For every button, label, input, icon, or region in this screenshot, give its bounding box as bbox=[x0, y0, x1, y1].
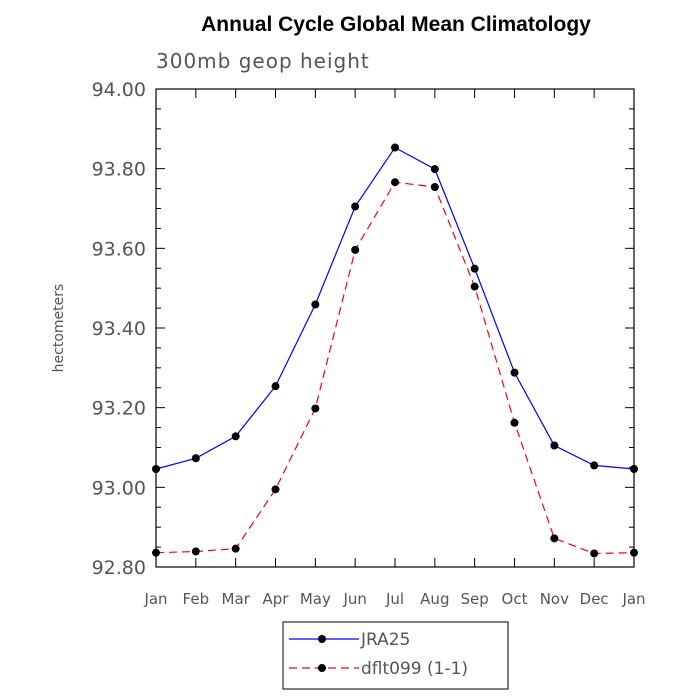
legend: JRA25 dflt099 (1-1) bbox=[282, 621, 509, 690]
data-point bbox=[391, 178, 399, 187]
axes: 92.80 93.00 93.20 93.40 93.60 93.80 94.00 Jan Fe… bbox=[92, 79, 646, 608]
y-tick-label: 93.80 bbox=[92, 159, 146, 181]
data-point bbox=[152, 465, 160, 474]
data-point bbox=[630, 548, 638, 557]
legend-label: dflt099 (1-1) bbox=[361, 659, 468, 679]
y-tick-label: 93.00 bbox=[92, 477, 146, 499]
x-tick-label: Feb bbox=[183, 590, 210, 608]
data-point bbox=[271, 485, 280, 494]
series-line-0 bbox=[155, 146, 635, 470]
y-tick-label: 93.20 bbox=[92, 398, 146, 420]
data-point bbox=[590, 461, 599, 470]
chart-subtitle: 300mb geop height bbox=[156, 49, 370, 73]
data-point bbox=[311, 404, 320, 413]
plot-frame bbox=[155, 88, 635, 568]
legend-box bbox=[282, 621, 509, 690]
data-point bbox=[191, 547, 200, 556]
x-tick-label: May bbox=[300, 590, 331, 608]
data-point bbox=[391, 143, 399, 152]
data-point bbox=[470, 264, 479, 273]
x-tick-label: Jan bbox=[621, 590, 645, 608]
data-point bbox=[550, 534, 559, 543]
data-point bbox=[630, 465, 638, 474]
y-tick-label: 92.80 bbox=[92, 557, 146, 579]
y-tick-label: 93.60 bbox=[92, 238, 146, 260]
x-tick-label: Oct bbox=[502, 590, 528, 608]
y-axis-label: hectometers bbox=[51, 284, 67, 373]
x-tick-label: Dec bbox=[580, 590, 609, 608]
y-tick-label: 93.40 bbox=[92, 318, 146, 340]
x-tick-label: Nov bbox=[540, 590, 569, 608]
x-tick-label: Jun bbox=[342, 590, 366, 608]
series-layer bbox=[152, 143, 638, 558]
data-point bbox=[430, 182, 439, 191]
data-point bbox=[191, 454, 200, 463]
x-tick-label: Aug bbox=[420, 590, 449, 608]
series-line-1 bbox=[155, 181, 635, 555]
data-point bbox=[351, 202, 360, 211]
x-tick-label: Jan bbox=[143, 590, 167, 608]
y-tick-label: 94.00 bbox=[92, 79, 146, 101]
data-point bbox=[351, 245, 360, 254]
legend-swatch-marker bbox=[318, 635, 326, 643]
legend-label: JRA25 bbox=[360, 630, 410, 650]
x-tick-label: Sep bbox=[461, 590, 489, 608]
data-point bbox=[152, 548, 160, 557]
data-point bbox=[550, 441, 559, 450]
data-point bbox=[510, 418, 519, 427]
data-point bbox=[231, 544, 240, 553]
x-tick-label: Apr bbox=[263, 590, 290, 608]
x-tick-label: Jul bbox=[385, 590, 404, 608]
data-point bbox=[590, 549, 599, 558]
legend-swatch-marker bbox=[318, 664, 326, 672]
data-point bbox=[231, 432, 240, 441]
x-tick-label: Mar bbox=[222, 590, 251, 608]
data-point bbox=[470, 282, 479, 291]
data-point bbox=[311, 300, 320, 309]
chart-title: Annual Cycle Global Mean Climatology bbox=[201, 13, 591, 36]
data-point bbox=[430, 165, 439, 174]
data-point bbox=[271, 382, 280, 391]
data-point bbox=[510, 368, 519, 377]
